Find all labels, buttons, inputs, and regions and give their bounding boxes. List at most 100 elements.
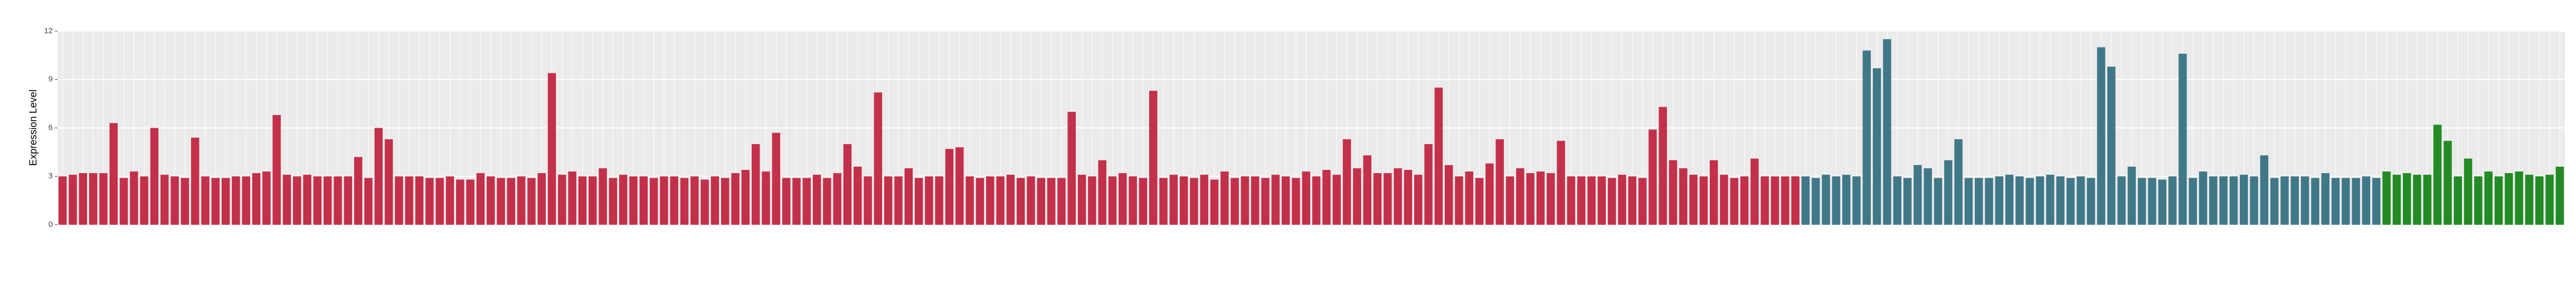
bar: [1516, 168, 1524, 225]
bar: [2270, 178, 2279, 225]
bar: [2290, 176, 2299, 225]
bar: [364, 178, 373, 225]
bar: [996, 176, 1005, 225]
bar: [1852, 176, 1861, 225]
bar: [925, 176, 933, 225]
bar: [1444, 165, 1453, 225]
bar: [1190, 178, 1198, 225]
bar: [1893, 176, 1901, 225]
bar: [894, 176, 903, 225]
bar: [1547, 173, 1555, 225]
bar: [1699, 176, 1708, 225]
bar: [130, 171, 138, 225]
bar: [1139, 178, 1148, 225]
bar: [2515, 171, 2523, 225]
y-tick-label: 3: [49, 171, 53, 180]
bar: [2250, 176, 2258, 225]
bar: [2535, 176, 2544, 225]
bar: [1220, 171, 1229, 225]
y-tick-label: 12: [44, 26, 53, 35]
bar: [1954, 139, 1963, 225]
bar: [2199, 171, 2208, 225]
bar: [2077, 176, 2085, 225]
bar: [507, 178, 515, 225]
bar: [1649, 129, 1657, 225]
bar: [334, 176, 342, 225]
bar: [1709, 160, 1718, 225]
bar: [1394, 168, 1402, 225]
bar: [1261, 178, 1270, 225]
bar: [2555, 166, 2564, 225]
bar: [446, 176, 454, 225]
bar: [2046, 175, 2054, 225]
bar: [568, 171, 576, 225]
bar: [1342, 139, 1351, 225]
bar: [272, 115, 281, 225]
bar: [1006, 175, 1015, 225]
bar: [232, 176, 240, 225]
bar: [354, 157, 363, 225]
y-axis-title: Expression Level: [28, 90, 39, 166]
bar: [1200, 175, 1208, 225]
bar: [221, 178, 230, 225]
bar: [119, 178, 128, 225]
bar: [2219, 176, 2228, 225]
bar: [1505, 176, 1514, 225]
bar: [527, 178, 536, 225]
bar: [2392, 175, 2401, 225]
y-tick-label: 6: [49, 123, 53, 132]
bar: [1812, 178, 1820, 225]
bar: [405, 176, 413, 225]
bar: [1924, 168, 1932, 225]
bar: [1047, 178, 1056, 225]
bar: [1271, 175, 1280, 225]
bar: [599, 168, 607, 225]
bar: [1914, 165, 1922, 225]
bar: [201, 176, 210, 225]
bar: [2505, 173, 2513, 225]
bar: [242, 176, 250, 225]
bar: [1384, 173, 1392, 225]
bar: [150, 128, 159, 225]
bar: [1098, 160, 1106, 225]
bar: [1730, 178, 1739, 225]
bar: [609, 178, 618, 225]
bar: [619, 175, 628, 225]
bar: [2494, 176, 2503, 225]
bar: [1567, 176, 1576, 225]
bar: [558, 175, 566, 225]
bar: [802, 178, 811, 225]
bar: [303, 175, 311, 225]
bar: [965, 176, 974, 225]
bar: [425, 178, 434, 225]
bar: [1119, 173, 1127, 225]
bar: [2372, 178, 2381, 225]
bar: [181, 178, 190, 225]
bar: [2402, 173, 2411, 225]
bar: [2474, 176, 2483, 225]
bar: [2525, 175, 2534, 225]
bar: [140, 176, 148, 225]
bar: [1495, 139, 1504, 225]
bar: [854, 166, 862, 225]
bar: [476, 173, 485, 225]
bar: [211, 178, 220, 225]
y-tick-label: 9: [49, 75, 53, 84]
bar: [1975, 178, 1983, 225]
bar: [1159, 178, 1168, 225]
bar: [741, 170, 750, 225]
bar: [2117, 176, 2126, 225]
bar: [1210, 179, 1219, 225]
bar: [1740, 176, 1749, 225]
bar: [2179, 53, 2187, 225]
bar: [904, 168, 913, 225]
bar: [1088, 176, 1096, 225]
bar: [160, 175, 169, 225]
bar: [1057, 178, 1066, 225]
bar: [1618, 175, 1626, 225]
bar: [252, 173, 261, 225]
bar: [89, 173, 98, 225]
bar: [2137, 178, 2146, 225]
bar: [2229, 176, 2238, 225]
